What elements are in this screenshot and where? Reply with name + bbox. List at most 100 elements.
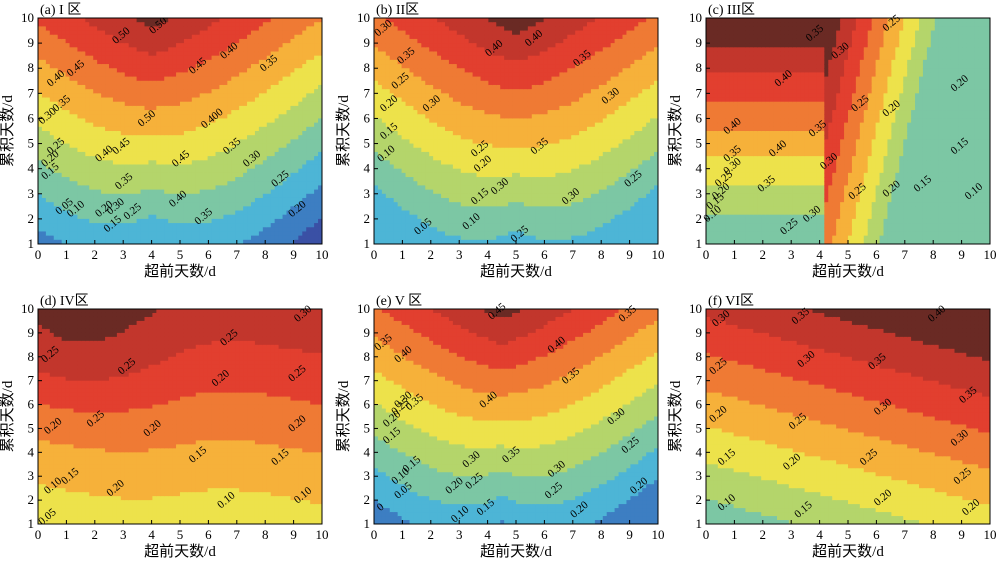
contour-cell [219, 64, 224, 69]
contour-cell [410, 131, 415, 136]
contour-cell [402, 164, 407, 169]
contour-cell [212, 22, 217, 27]
contour-cell [89, 131, 94, 136]
contour-cell [394, 47, 399, 52]
contour-cell [85, 114, 90, 119]
contour-cell [290, 56, 295, 61]
contour-cell [279, 198, 284, 203]
contour-cell [290, 18, 295, 23]
contour-cell [156, 77, 161, 82]
contour-cell [200, 227, 205, 232]
contour-cell [294, 127, 299, 132]
contour-cell [413, 198, 418, 203]
contour-cell [223, 68, 228, 73]
contour-cell [219, 127, 224, 132]
contour-cell [406, 31, 411, 36]
contour-cell [429, 35, 434, 40]
contour-cell [306, 51, 311, 56]
contour-cell [314, 215, 319, 220]
contour-cell [406, 35, 411, 40]
contour-cell [148, 181, 153, 186]
contour-cell [275, 194, 280, 199]
contour-cell [314, 72, 319, 77]
contour-cell [192, 26, 197, 31]
contour-cell [402, 194, 407, 199]
contour-cell [160, 211, 165, 216]
contour-cell [164, 77, 169, 82]
contour-cell [184, 144, 189, 149]
contour-cell [109, 98, 114, 103]
contour-cell [413, 215, 418, 220]
contour-cell [125, 43, 130, 48]
contour-cell [137, 181, 142, 186]
contour-cell [152, 211, 157, 216]
contour-cell [406, 198, 411, 203]
contour-cell [243, 185, 248, 190]
contour-cell [148, 68, 153, 73]
contour-cell [231, 223, 236, 228]
contour-cell [251, 110, 256, 115]
contour-cell [219, 68, 224, 73]
contour-cell [125, 60, 130, 65]
contour-cell [413, 85, 418, 90]
contour-cell [287, 118, 292, 123]
contour-cell [306, 102, 311, 107]
contour-cell [168, 98, 173, 103]
contour-cell [310, 68, 315, 73]
contour-cell [168, 89, 173, 94]
contour-cell [259, 185, 264, 190]
contour-cell [141, 135, 146, 140]
contour-cell [148, 190, 153, 195]
contour-cell [176, 77, 181, 82]
contour-cell [302, 110, 307, 115]
contour-cell [429, 164, 434, 169]
contour-cell [164, 211, 169, 216]
contour-cell [394, 110, 399, 115]
contour-cell [180, 139, 185, 144]
contour-cell [85, 98, 90, 103]
contour-cell [184, 26, 189, 31]
contour-cell [101, 51, 106, 56]
y-tick-label: 5 [28, 136, 35, 151]
contour-cell [38, 43, 43, 48]
contour-cell [208, 93, 213, 98]
contour-cell [74, 18, 79, 23]
contour-cell [180, 68, 185, 73]
contour-cell [216, 77, 221, 82]
contour-cell [101, 77, 106, 82]
contour-cell [208, 68, 213, 73]
contour-cell [279, 64, 284, 69]
contour-cell [113, 118, 118, 123]
contour-cell [188, 123, 193, 128]
contour-cell [101, 31, 106, 36]
contour-cell [54, 123, 59, 128]
contour-cell [445, 110, 450, 115]
contour-cell [196, 106, 201, 111]
contour-cell [255, 18, 260, 23]
contour-cell [160, 93, 165, 98]
contour-cell [390, 56, 395, 61]
contour-cell [160, 144, 165, 149]
contour-cell [42, 227, 47, 232]
contour-cell [46, 31, 51, 36]
contour-cell [156, 194, 161, 199]
contour-cell [314, 144, 319, 149]
contour-cell [192, 131, 197, 136]
x-tick-label: 5 [177, 247, 184, 262]
contour-cell [390, 177, 395, 182]
contour-cell [425, 177, 430, 182]
contour-cell [192, 77, 197, 82]
contour-cell [378, 51, 383, 56]
contour-cell [421, 198, 426, 203]
contour-cell [129, 227, 134, 232]
contour-cell [74, 144, 79, 149]
contour-cell [97, 190, 102, 195]
contour-cell [85, 81, 90, 86]
contour-cell [267, 31, 272, 36]
contour-cell [413, 148, 418, 153]
contour-cell [259, 231, 264, 236]
contour-cell [441, 152, 446, 157]
contour-cell [374, 177, 379, 182]
contour-cell [156, 118, 161, 123]
